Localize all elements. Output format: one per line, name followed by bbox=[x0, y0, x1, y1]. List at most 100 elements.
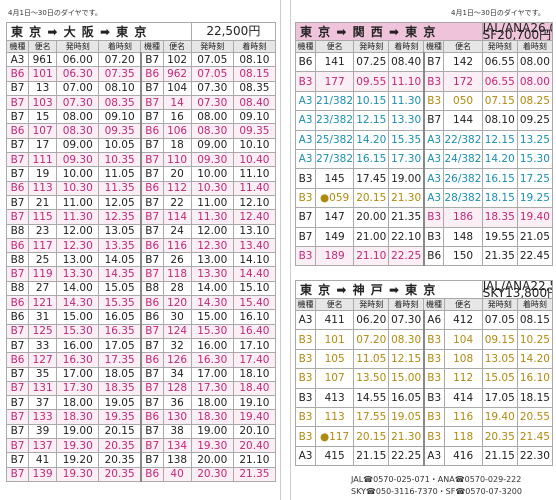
cell: 14.30 bbox=[190, 295, 234, 311]
cell: B3 bbox=[422, 207, 445, 228]
flight-row: B7 147 20.00 21.35 B3 186 18.35 19.40 bbox=[294, 207, 554, 228]
cell: 18.35 bbox=[481, 207, 518, 228]
cell: 09.35 bbox=[232, 123, 277, 139]
cell: B6 bbox=[139, 180, 164, 196]
cell: B7 bbox=[139, 380, 164, 397]
cell: 22.30 bbox=[516, 445, 554, 467]
column-header: 便名 bbox=[443, 298, 483, 311]
cell: 06.20 bbox=[353, 309, 390, 331]
cell: 09.25 bbox=[516, 110, 554, 131]
cell: 07.30 bbox=[56, 94, 100, 111]
fare: JAL/ANA26,000円SF20,700円 SKY13,800円 bbox=[481, 22, 554, 41]
flight-row: B6 31 15.00 16.05 B6 30 15.00 16.10 bbox=[5, 309, 277, 325]
flight-row: B7 17 09.00 10.05 B7 18 09.00 10.10 bbox=[5, 137, 277, 154]
column-header: 発時刻 bbox=[353, 298, 390, 311]
cell: B7 bbox=[5, 166, 30, 182]
cell: A3 bbox=[422, 148, 445, 170]
cell: 07.35 bbox=[98, 66, 142, 82]
cell: B7 bbox=[139, 337, 164, 354]
cell: 07.00 bbox=[56, 80, 100, 96]
column-header: 発時刻 bbox=[56, 40, 100, 53]
cell: 28/3828 bbox=[443, 187, 483, 209]
cell: ●117 bbox=[315, 426, 355, 447]
cell: B7 bbox=[139, 438, 164, 454]
cell: 10.00 bbox=[190, 166, 234, 182]
flight-row: B3 413 14.55 16.05 B3 414 17.05 18.15 bbox=[294, 387, 554, 408]
cell: 07.15 bbox=[481, 90, 518, 112]
cell: 15 bbox=[28, 109, 58, 125]
cell: 15.05 bbox=[481, 368, 518, 389]
cell: 14.05 bbox=[98, 252, 142, 268]
cell: 08.00 bbox=[190, 109, 234, 125]
cell: A3 bbox=[294, 110, 317, 131]
cell: B7 bbox=[139, 209, 164, 225]
cell: 145 bbox=[315, 168, 355, 189]
column-header: 便名 bbox=[315, 40, 355, 53]
cell: B7 bbox=[422, 110, 445, 131]
cell: 19.00 bbox=[388, 168, 425, 189]
cell: 20.35 bbox=[481, 426, 518, 447]
cell: 22.25 bbox=[388, 445, 425, 467]
cell: 08.25 bbox=[516, 90, 554, 112]
flight-row: B3 107 13.50 15.00 B3 112 15.05 16.10 bbox=[294, 368, 554, 389]
cell: 119 bbox=[28, 266, 58, 282]
cell: 21.35 bbox=[388, 207, 425, 228]
cell: 103 bbox=[28, 94, 58, 111]
cell: 118 bbox=[443, 426, 483, 447]
cell: 128 bbox=[162, 380, 192, 397]
route-title: 東 京 ➡ 大 阪 ➡ 東 京 bbox=[6, 22, 192, 41]
cell: 113 bbox=[315, 406, 355, 428]
cell: B3 bbox=[294, 245, 317, 267]
cell: 120 bbox=[162, 295, 192, 311]
column-header: 機種 bbox=[423, 40, 445, 53]
cell: B7 bbox=[5, 380, 30, 397]
cell: 18.10 bbox=[232, 366, 277, 382]
flight-row: B7 133 18.30 19.35 B6 130 18.30 19.40 bbox=[5, 409, 277, 425]
cell: 102 bbox=[162, 51, 192, 68]
cell: 107 bbox=[315, 368, 355, 389]
cell: 17.05 bbox=[481, 387, 518, 408]
cell: 15.00 bbox=[190, 309, 234, 325]
cell: 16.15 bbox=[481, 168, 518, 189]
cell: 17.00 bbox=[190, 366, 234, 382]
cell: 11.10 bbox=[232, 166, 277, 182]
cell: 18.00 bbox=[190, 395, 234, 411]
cell: 08.30 bbox=[190, 123, 234, 139]
cell: 115 bbox=[28, 209, 58, 225]
cell: 09.00 bbox=[56, 137, 100, 154]
cell: 13.00 bbox=[56, 252, 100, 268]
flight-row: B6 101 06.30 07.35 B6 962 07.05 08.15 bbox=[5, 66, 277, 82]
cell: 19.10 bbox=[232, 395, 277, 411]
cell: 962 bbox=[162, 66, 192, 82]
cell: 124 bbox=[162, 323, 192, 339]
cell: 38 bbox=[162, 423, 192, 440]
cell: 16.15 bbox=[353, 148, 390, 170]
cell: B7 bbox=[139, 80, 164, 96]
cell: 39 bbox=[28, 423, 58, 440]
cell: 18.30 bbox=[56, 409, 100, 425]
cell: 15.35 bbox=[98, 295, 142, 311]
cell: 19.40 bbox=[516, 207, 554, 228]
cell: 31 bbox=[28, 309, 58, 325]
fare-line: 22,500円 bbox=[206, 24, 261, 38]
cell: 118 bbox=[162, 266, 192, 282]
cell: 08.30 bbox=[56, 123, 100, 139]
cell: 14.20 bbox=[481, 148, 518, 170]
cell: B7 bbox=[5, 337, 30, 354]
cell: 18.00 bbox=[56, 395, 100, 411]
cell: 20.35 bbox=[98, 438, 142, 454]
cell: 12.00 bbox=[190, 223, 234, 239]
cell: A3 bbox=[294, 148, 317, 170]
fare-line: JAL/ANA26,000円 bbox=[482, 22, 551, 35]
cell: 08.00 bbox=[516, 71, 554, 92]
cell: A3 bbox=[422, 445, 445, 467]
cell: B7 bbox=[5, 194, 30, 211]
flight-row: B7 137 19.30 20.35 B7 134 19.30 20.40 bbox=[5, 438, 277, 454]
flight-row: B7 33 16.00 17.05 B7 32 16.00 17.10 bbox=[5, 337, 277, 354]
cell: 21.30 bbox=[388, 187, 425, 209]
cell: 12.30 bbox=[190, 237, 234, 254]
cell: 19.20 bbox=[56, 452, 100, 468]
cell: 11.10 bbox=[388, 71, 425, 92]
